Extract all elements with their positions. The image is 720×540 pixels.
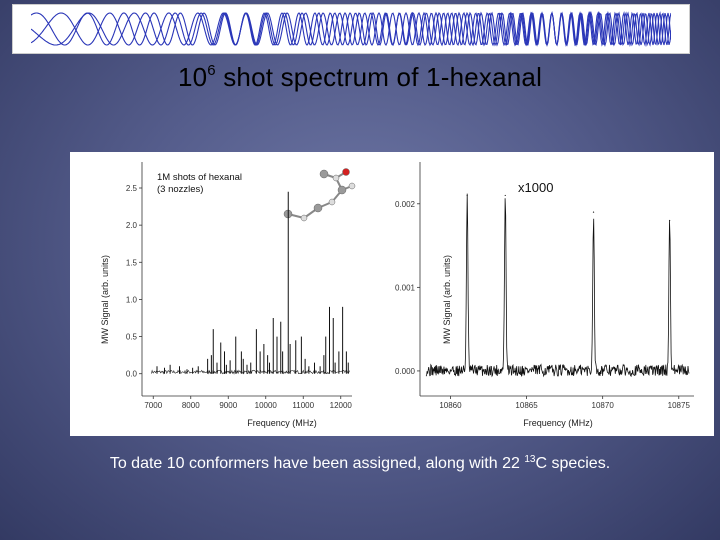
x-axis-label-zoom: Frequency (MHz) <box>523 418 593 428</box>
y-tick-label-zoom: 0.000 <box>395 367 416 376</box>
spectrum-charts: 1M shots of hexanal (3 nozzles) MW Signa… <box>100 162 694 428</box>
y-tick-label-zoom: 0.002 <box>395 200 416 209</box>
y-tick-label-zoom: 0.001 <box>395 283 416 292</box>
y-tick-label: 0.0 <box>126 370 138 379</box>
x-tick-label-zoom: 10860 <box>439 401 462 410</box>
header-banner <box>12 4 690 54</box>
annotation-line-2: (3 nozzles) <box>157 184 203 195</box>
caption-exponent: 13 <box>524 454 536 465</box>
x-tick-label-zoom: 10870 <box>592 401 615 410</box>
y-tick-label: 1.0 <box>126 295 138 304</box>
spectrum-peak-zoom <box>592 211 595 213</box>
title-exponent: 6 <box>207 62 216 79</box>
annotation-line-1: 1M shots of hexanal <box>157 172 242 183</box>
x-tick-label: 11000 <box>292 401 314 410</box>
molecule-atom <box>348 182 356 190</box>
zoom-factor-label: x1000 <box>518 180 553 195</box>
hexanal-molecule-icon <box>283 168 356 222</box>
caption-text: To date 10 conformers have been assigned… <box>109 455 525 472</box>
x-tick-label: 9000 <box>219 401 237 410</box>
molecule-atom <box>313 203 323 213</box>
x-axis-label: Frequency (MHz) <box>247 418 317 428</box>
zoom-spectrum-chart: x1000 MW Signal (arb. units) Frequency (… <box>395 162 694 428</box>
spectrum-peak-zoom <box>466 194 468 197</box>
spectrum-peak-zoom <box>504 194 506 197</box>
caption-text-end: C species. <box>535 455 611 472</box>
molecule-atom <box>319 169 329 179</box>
spectrum-peak-zoom <box>669 219 671 222</box>
x-tick-label: 12000 <box>330 401 353 410</box>
molecule-atom <box>332 174 340 182</box>
molecule-atom <box>337 185 347 195</box>
y-tick-label: 2.0 <box>126 221 138 230</box>
x-tick-label: 7000 <box>144 401 162 410</box>
slide-caption: To date 10 conformers have been assigned… <box>0 454 720 473</box>
x-tick-label-zoom: 10865 <box>515 401 538 410</box>
wave-line <box>31 10 671 48</box>
wave-pattern-decoration <box>31 10 671 48</box>
y-tick-label: 0.5 <box>126 333 138 342</box>
spectrum-figure: 1M shots of hexanal (3 nozzles) MW Signa… <box>70 152 714 436</box>
oxygen-atom <box>342 168 350 176</box>
title-base: 10 <box>177 62 208 92</box>
x-tick-label: 10000 <box>255 401 278 410</box>
y-tick-label: 2.5 <box>126 184 138 193</box>
x-tick-label-zoom: 10875 <box>668 401 691 410</box>
molecule-atom <box>300 214 308 222</box>
slide-title: 106 shot spectrum of 1-hexanal <box>0 62 720 93</box>
spectrum-trace-zoom <box>425 193 690 378</box>
title-text: shot spectrum of 1-hexanal <box>215 62 543 92</box>
full-spectrum-chart: 1M shots of hexanal (3 nozzles) MW Signa… <box>100 162 356 428</box>
y-tick-label: 1.5 <box>126 258 138 267</box>
molecule-atom <box>328 198 336 206</box>
y-axis-label-zoom: MW Signal (arb. units) <box>442 255 452 344</box>
x-tick-label: 8000 <box>182 401 200 410</box>
y-axis-label: MW Signal (arb. units) <box>100 255 110 344</box>
